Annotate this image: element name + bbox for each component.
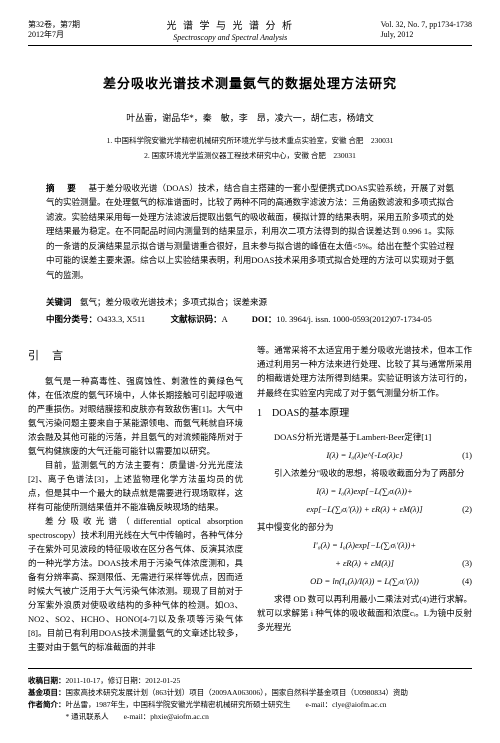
equation-1: I(λ) = I₀(λ)e^{-Lσ(λ)c}(1): [257, 448, 472, 462]
abstract: 摘 要 基于差分吸收光谱（DOAS）技术，结合自主搭建的一套小型便携式DOAS实…: [28, 181, 472, 282]
eq-num-4: (4): [462, 574, 472, 588]
sec1-p3: 其中慢变化的部分为: [257, 520, 472, 534]
intro-p4: 等。通常采将不太适宜用于差分吸收光谱技术，但本工作通过利用另一种方法来进行处理、…: [257, 343, 472, 399]
affiliation-2: 2. 国家环境光学监测仪器工程技术研究中心，安徽 合肥 230031: [28, 150, 472, 161]
header-left: 第32卷，第7期 2012年7月: [28, 20, 80, 43]
body-columns: 引 言 氨气是一种高毒性、强腐蚀性、刺激性的黄绿色气体，在低浓度的氨气环境中，人…: [28, 343, 472, 653]
equation-3b: + εR(λ) + εM(λ)](3): [257, 556, 472, 570]
intro-p2: 目前，监测氨气的方法主要有：质量谱-分光光度法[2]、离子色谱法[3]，上述监物…: [28, 458, 243, 514]
header-right: Vol. 32, No. 7, pp1734-1738 July, 2012: [381, 20, 472, 43]
equation-2: I(λ) = I₀(λ)exp[−L(∑ᵢσᵢ(λ))+: [257, 484, 472, 498]
doc-code: A: [222, 314, 228, 324]
sec1-p2: 引入浓差分"吸收的思想，将吸收截面分为了两部分: [257, 466, 472, 480]
intro-p1: 氨气是一种高毒性、强腐蚀性、刺激性的黄绿色气体，在低浓度的氨气环境中，人体长期接…: [28, 374, 243, 458]
intro-p3: 差分吸收光谱（differential optical absorption s…: [28, 514, 243, 654]
equation-2b: exp[−L(∑ᵢσᵢ'(λ)) + εR(λ) + εM(λ)](2): [257, 502, 472, 516]
keywords-line: 关键词 氨气；差分吸收光谱技术；多项式拟合；误差来源: [28, 296, 472, 309]
doi: 10. 3964/j. issn. 1000-0593(2012)07-1734…: [276, 314, 431, 324]
article-title: 差分吸收光谱技术测量氨气的数据处理方法研究: [28, 74, 472, 94]
date-en: July, 2012: [381, 30, 472, 40]
page-header: 第32卷，第7期 2012年7月 光 谱 学 与 光 谱 分 析 Spectro…: [28, 20, 472, 46]
sec1-p4: 求得 OD 数可以再利用最小二乘法对式(4)进行求解。就可以求解第 i 种气体的…: [257, 592, 472, 634]
vol-issue-cn: 第32卷，第7期: [28, 20, 80, 30]
eq-num-3: (3): [462, 556, 472, 570]
authors: 叶丛雷，谢品华*，秦 敏，李 昂，凌六一，胡仁志，杨靖文: [28, 112, 472, 126]
vol-en: Vol. 32, No. 7, pp1734-1738: [381, 20, 472, 30]
doi-label: DOI：: [252, 314, 277, 324]
doc-code-label: 文献标识码：: [171, 314, 222, 324]
section-1-title: 1 DOAS的基本原理: [257, 406, 472, 423]
date-cn: 2012年7月: [28, 30, 80, 40]
journal-cn: 光 谱 学 与 光 谱 分 析: [167, 20, 295, 33]
class-line: 中图分类号：O433.3, X511 文献标识码：A DOI：10. 3964/j…: [28, 313, 472, 326]
journal-en: Spectroscopy and Spectral Analysis: [167, 33, 295, 43]
equation-4: OD = ln(I₀(λ)/I(λ)) = L(∑ᵢσᵢ'(λ))(4): [257, 574, 472, 588]
class-label: 中图分类号：: [46, 314, 97, 324]
abstract-label: 摘 要: [46, 183, 89, 193]
class-no: O433.3, X511: [97, 314, 145, 324]
corresponding: * 通讯联系人 e-mail：phxie@aiofm.ac.cn: [28, 711, 472, 723]
equation-3: I'₀(λ) = I₀(λ)exp[−L(∑ᵢσᵢ'(λ))+: [257, 538, 472, 552]
abstract-text: 基于差分吸收光谱（DOAS）技术，结合自主搭建的一套小型便携式DOAS实验系统，…: [46, 183, 454, 280]
funding: 基金项目：国家高技术研究发展计划（863计划）项目（2009AA063006），…: [28, 687, 472, 699]
affiliation-1: 1. 中国科学院安徽光学精密机械研究所环境光学与技术重点实验室，安徽 合肥 23…: [28, 135, 472, 146]
intro-title: 引 言: [28, 347, 243, 365]
sec1-p1: DOAS分析光谱是基于Lambert-Beer定律[1]: [257, 430, 472, 444]
keywords-label: 关键词: [46, 297, 80, 307]
footer: 收稿日期：2011-10-17，修订日期：2012-01-25 基金项目：国家高…: [28, 668, 472, 723]
eq-num-2: (2): [462, 502, 472, 516]
author-bio: 作者简介：叶丛雷，1987年生，中国科学院安徽光学精密机械研究所硕士研究生 e-…: [28, 699, 472, 711]
keywords-text: 氨气；差分吸收光谱技术；多项式拟合；误差来源: [80, 297, 267, 307]
received-date: 收稿日期：2011-10-17，修订日期：2012-01-25: [28, 675, 472, 687]
eq-num-1: (1): [462, 448, 472, 462]
header-center: 光 谱 学 与 光 谱 分 析 Spectroscopy and Spectra…: [167, 20, 295, 43]
